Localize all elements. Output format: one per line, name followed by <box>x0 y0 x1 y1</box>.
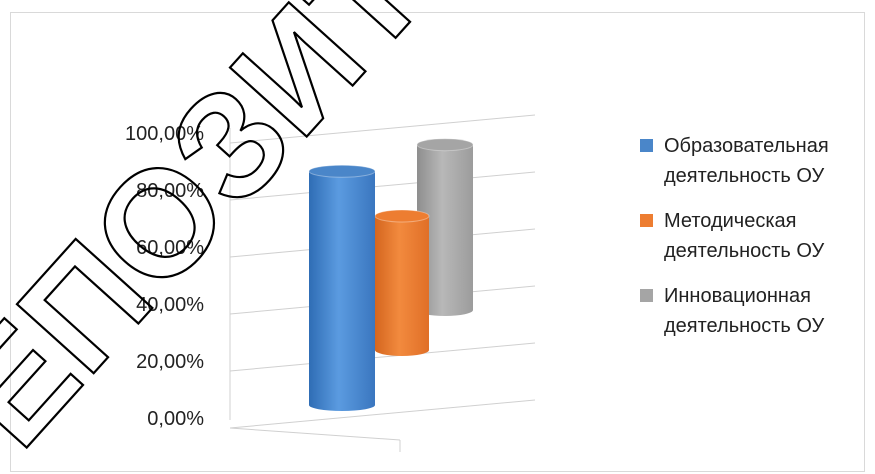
bar-body <box>309 171 375 411</box>
floor-edge <box>229 427 401 441</box>
gridline <box>229 114 536 144</box>
legend-label: Методическая <box>664 210 797 232</box>
y-tick-label: 100,00% <box>125 123 204 145</box>
gridline <box>229 342 536 372</box>
gridlines <box>229 114 536 452</box>
gridline <box>229 171 536 201</box>
bar-top <box>308 164 376 178</box>
legend-swatch <box>640 214 653 227</box>
legend-swatch <box>640 289 653 302</box>
y-tick-label: 20,00% <box>136 351 204 373</box>
chart-frame <box>10 12 865 472</box>
y-axis-ticks: 0,00% 20,00% 40,00% 60,00% 80,00% 100,00% <box>125 123 204 430</box>
y-tick-label: 80,00% <box>136 180 204 202</box>
bar-body <box>417 144 473 316</box>
legend-label: Инновационная <box>664 285 811 307</box>
legend-label: деятельность ОУ <box>664 240 825 262</box>
legend-item: Методическая деятельность ОУ <box>640 210 825 262</box>
legend-swatch <box>640 139 653 152</box>
y-tick-label: 40,00% <box>136 294 204 316</box>
legend-label: деятельность ОУ <box>664 315 825 337</box>
gridline <box>229 399 536 429</box>
bars <box>308 138 474 411</box>
bar-top <box>374 209 430 223</box>
legend-item: Инновационная деятельность ОУ <box>640 285 825 337</box>
y-tick-label: 0,00% <box>147 408 204 430</box>
bar-series-2 <box>416 138 474 316</box>
legend-label: Образовательная <box>664 135 829 157</box>
legend-label: деятельность ОУ <box>664 165 825 187</box>
bar-series-0 <box>308 164 376 411</box>
bar-body <box>375 216 429 356</box>
bar-top <box>416 138 474 152</box>
y-tick-label: 60,00% <box>136 237 204 259</box>
legend-item: Образовательная деятельность ОУ <box>640 135 829 187</box>
bar-series-1 <box>374 209 430 356</box>
